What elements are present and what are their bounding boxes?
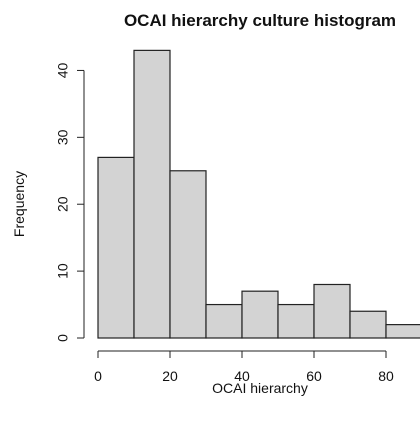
chart-title: OCAI hierarchy culture histogram: [124, 11, 396, 30]
histogram-bar-6: [313, 283, 351, 339]
x-tick-label-3: 60: [306, 368, 322, 384]
histogram-bar-7: [349, 310, 387, 339]
histogram-bar-2: [169, 170, 207, 339]
y-axis: 0 10 20 30 40: [55, 62, 85, 342]
histogram-bar-0: [97, 156, 135, 339]
x-tick-label-0: 0: [94, 368, 102, 384]
histogram-bar-4: [241, 290, 279, 339]
y-tick-label-4: 40: [55, 62, 71, 78]
y-tick-label-2: 20: [55, 196, 71, 212]
y-axis-label: Frequency: [11, 171, 27, 237]
x-tick-label-4: 80: [378, 368, 394, 384]
x-tick-label-2: 40: [234, 368, 250, 384]
x-axis: 0 20 40 60 80: [94, 350, 394, 384]
histogram-bar-3: [205, 303, 243, 339]
bars-layer: [97, 49, 420, 339]
y-tick-label-3: 30: [55, 129, 71, 145]
histogram-bar-1: [133, 49, 171, 339]
x-axis-label: OCAI hierarchy: [212, 380, 308, 396]
histogram-bar-5: [277, 303, 315, 339]
histogram-bar-8: [385, 324, 420, 339]
y-tick-label-1: 10: [55, 263, 71, 279]
y-tick-label-0: 0: [55, 334, 71, 342]
x-tick-label-1: 20: [162, 368, 178, 384]
